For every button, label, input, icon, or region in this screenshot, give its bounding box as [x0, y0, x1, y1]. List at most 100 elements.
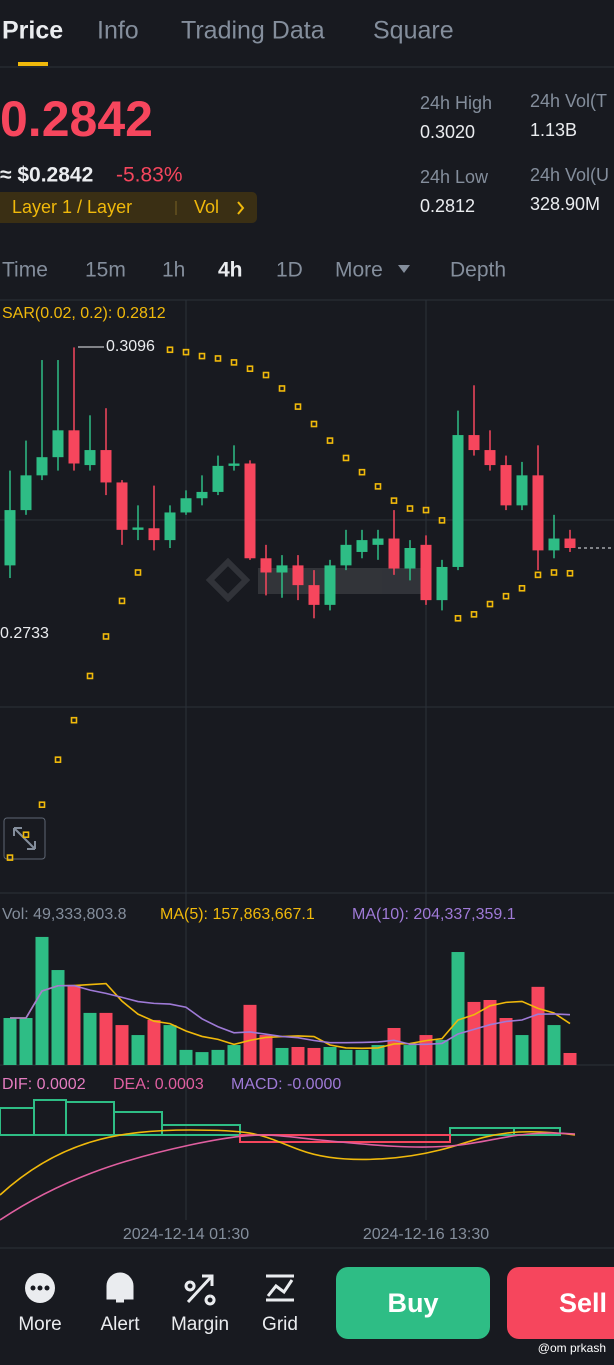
candle-body: [516, 475, 528, 506]
sar-dot: [262, 371, 270, 379]
sar-dot: [422, 506, 430, 514]
candle-body: [52, 430, 64, 458]
tab[interactable]: Trading Data: [181, 17, 325, 45]
sar-dot: [358, 468, 366, 476]
nav-label[interactable]: More: [18, 1314, 61, 1335]
volume-bar: [99, 1012, 113, 1065]
candle-body: [484, 450, 496, 466]
sar-dot: [406, 505, 414, 512]
candle-body: [340, 544, 352, 566]
volume-bar: [387, 1027, 401, 1065]
interval[interactable]: Depth: [450, 259, 506, 282]
volume-bar: [259, 1035, 273, 1065]
volume-bar: [19, 1018, 33, 1065]
volume-bar: [307, 1047, 321, 1065]
sar-dot: [54, 756, 62, 763]
stat-value: 328.90M: [530, 194, 600, 214]
sar-dot: [166, 346, 174, 354]
margin-icon[interactable]: [184, 1274, 216, 1306]
sar-dot: [118, 597, 126, 605]
tab[interactable]: Square: [373, 17, 454, 45]
candle-body: [324, 565, 336, 605]
interval[interactable]: 1h: [162, 259, 185, 282]
candle-body: [452, 435, 464, 567]
candle-body: [260, 558, 272, 573]
stat-value: 0.2812: [420, 196, 475, 216]
candle-body: [372, 538, 384, 545]
volume-bar: [3, 1018, 17, 1065]
volume-bar: [547, 1025, 561, 1065]
dif-label: DIF: 0.0002: [2, 1076, 86, 1093]
volume-bar: [51, 970, 65, 1065]
sar-dot: [326, 437, 334, 444]
last-price: 0.2842: [0, 91, 153, 147]
sar-dot: [22, 831, 30, 839]
candle-body: [116, 482, 128, 530]
volume-bar: [435, 1039, 449, 1065]
tab[interactable]: Price: [2, 17, 63, 45]
buy-label[interactable]: Buy: [387, 1288, 438, 1318]
tag-link[interactable]: Vol: [194, 197, 219, 217]
tab-underline: [18, 62, 48, 66]
sell-button[interactable]: [507, 1267, 614, 1339]
interval[interactable]: 1D: [276, 259, 303, 282]
candle-body: [196, 491, 208, 499]
sar-dot: [6, 854, 14, 861]
macd-label: MACD: -0.0000: [231, 1076, 341, 1093]
candle-body: [468, 435, 480, 451]
tab[interactable]: Info: [97, 17, 139, 45]
nav-label[interactable]: Margin: [171, 1314, 229, 1335]
volume-bar: [563, 1052, 577, 1065]
candle-body: [68, 430, 80, 464]
candle-body: [4, 510, 16, 566]
sar-dot: [102, 633, 110, 640]
sar-dot: [134, 569, 142, 576]
volume-bar: [275, 1047, 289, 1065]
candle-body: [292, 565, 304, 586]
sar-dot: [198, 352, 206, 360]
interval[interactable]: 15m: [85, 259, 126, 282]
fiat-price: ≈ $0.2842: [0, 164, 93, 187]
buy-button[interactable]: [336, 1267, 490, 1339]
candle-body: [20, 475, 32, 511]
dea-label: DEA: 0.0003: [113, 1076, 204, 1093]
credit: @om prkash: [538, 1341, 606, 1355]
sar-dot: [438, 517, 446, 524]
stat-label: 24h Vol(T: [530, 91, 607, 111]
volume-bar: [499, 1018, 513, 1065]
tag[interactable]: Layer 1 / Layer: [12, 197, 132, 217]
candle-body: [420, 544, 432, 601]
interval[interactable]: More: [335, 259, 383, 282]
interval[interactable]: Time: [2, 259, 48, 282]
grid-icon[interactable]: [266, 1274, 294, 1302]
candle-body: [548, 538, 560, 551]
volume-bar: [323, 1046, 337, 1065]
tag-box[interactable]: [0, 192, 257, 223]
candle-body: [436, 566, 448, 601]
change: -5.83%: [116, 164, 183, 187]
ma10-label: MA(10): 204,337,359.1: [352, 906, 516, 923]
sar-dot: [502, 592, 510, 600]
sar-dot: [534, 571, 542, 579]
sar-dot: [214, 355, 222, 362]
nav-label[interactable]: Grid: [262, 1314, 298, 1335]
volume-bar: [531, 986, 545, 1065]
nav-label[interactable]: Alert: [100, 1314, 140, 1335]
indicator-label: SAR(0.02, 0.2): 0.2812: [2, 305, 166, 322]
sar-dot: [70, 716, 78, 724]
stat-label: 24h Vol(U: [530, 165, 609, 185]
sar-dot: [294, 403, 302, 410]
interval[interactable]: 4h: [218, 259, 243, 282]
sar-dot: [486, 600, 494, 608]
sar-dot: [518, 584, 526, 592]
candle-body: [132, 527, 144, 530]
expand-icon: [13, 827, 36, 850]
alert-icon[interactable]: [106, 1272, 134, 1303]
expand-button[interactable]: [3, 817, 46, 860]
stat-label: 24h High: [420, 93, 492, 113]
sell-label[interactable]: Sell: [559, 1288, 607, 1318]
candle-body: [404, 548, 416, 569]
candle-body: [36, 457, 48, 476]
ma5-line: [10, 982, 571, 1050]
